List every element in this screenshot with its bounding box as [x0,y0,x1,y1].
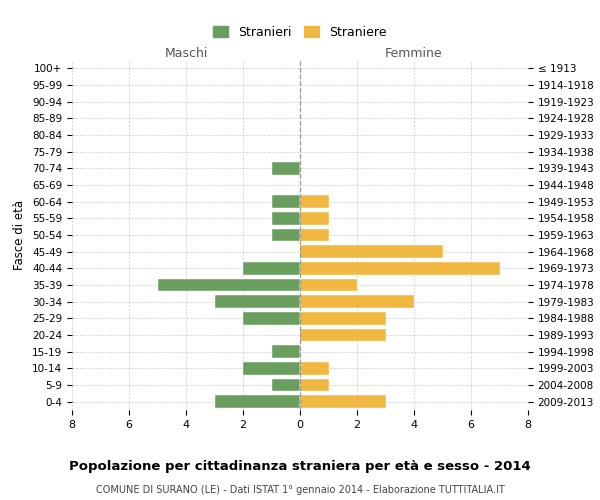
Bar [300,279,357,291]
Y-axis label: Fasce di età: Fasce di età [13,200,26,270]
Bar [300,312,386,324]
Bar [271,379,300,391]
Text: Maschi: Maschi [164,47,208,60]
Text: Femmine: Femmine [385,47,443,60]
Bar [271,212,300,224]
Bar [215,296,300,308]
Bar [300,196,329,208]
Bar [300,212,329,224]
Bar [243,262,300,274]
Bar [271,196,300,208]
Bar [300,262,499,274]
Bar [300,396,386,408]
Bar [300,296,414,308]
Bar [300,362,329,374]
Text: Popolazione per cittadinanza straniera per età e sesso - 2014: Popolazione per cittadinanza straniera p… [69,460,531,473]
Bar [215,396,300,408]
Text: COMUNE DI SURANO (LE) - Dati ISTAT 1° gennaio 2014 - Elaborazione TUTTITALIA.IT: COMUNE DI SURANO (LE) - Dati ISTAT 1° ge… [95,485,505,495]
Bar [243,312,300,324]
Bar [157,279,300,291]
Bar [300,329,386,341]
Bar [300,379,329,391]
Bar [300,246,443,258]
Legend: Stranieri, Straniere: Stranieri, Straniere [208,20,392,44]
Bar [300,229,329,241]
Bar [271,346,300,358]
Bar [243,362,300,374]
Bar [271,229,300,241]
Bar [271,162,300,174]
